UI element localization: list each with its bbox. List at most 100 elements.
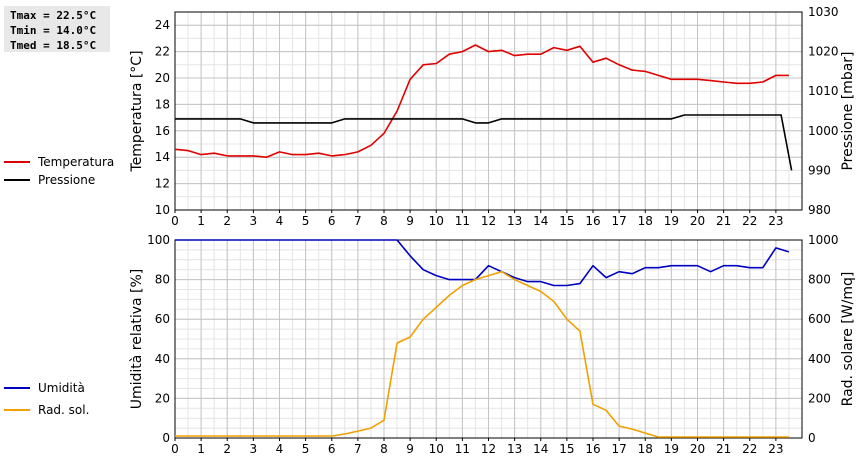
y-tick-label: 24 bbox=[155, 18, 170, 32]
legend-swatch bbox=[4, 409, 30, 411]
x-tick-label: 3 bbox=[250, 442, 258, 456]
y-tick-label: 12 bbox=[155, 177, 170, 191]
y2-tick-label: 0 bbox=[808, 431, 816, 445]
y-axis-title: Temperatura [°C] bbox=[129, 50, 145, 172]
x-tick-label: 23 bbox=[768, 214, 783, 228]
y-tick-label: 40 bbox=[155, 352, 170, 366]
legend-swatch bbox=[4, 161, 30, 163]
chart-panel-0: 0 1 2 3 4 5 6 7 8 9 10 11 12 13 14 15 16 17 18 19 20 21 22 2310… bbox=[129, 5, 856, 228]
legend-item-pressione: Pressione bbox=[4, 171, 95, 189]
x-tick-label: 5 bbox=[302, 214, 310, 228]
x-tick-label: 18 bbox=[638, 214, 653, 228]
legend-label: Temperatura bbox=[38, 155, 115, 169]
y-tick-label: 10 bbox=[155, 203, 170, 217]
x-tick-label: 0 bbox=[171, 442, 179, 456]
y2-tick-label: 1010 bbox=[808, 84, 839, 98]
legend-item-umidita: Umidità bbox=[4, 379, 85, 397]
x-tick-label: 3 bbox=[250, 214, 258, 228]
y2-tick-label: 200 bbox=[808, 391, 831, 405]
y-tick-label: 100 bbox=[147, 233, 170, 247]
stat-tmin: Tmin = 14.0°C bbox=[10, 24, 97, 37]
y2-axis-title: Rad. solare [W/mq] bbox=[840, 272, 856, 407]
x-tick-label: 13 bbox=[507, 442, 522, 456]
y-tick-label: 20 bbox=[155, 71, 170, 85]
series-line-1-1 bbox=[175, 270, 789, 438]
legend-swatch bbox=[4, 387, 30, 389]
y-tick-label: 18 bbox=[155, 97, 170, 111]
legend-item-rad-sol: Rad. sol. bbox=[4, 401, 89, 419]
y2-tick-label: 1030 bbox=[808, 5, 839, 19]
x-tick-label: 9 bbox=[406, 442, 414, 456]
x-tick-label: 7 bbox=[354, 214, 362, 228]
x-tick-label: 4 bbox=[276, 214, 284, 228]
x-tick-label: 7 bbox=[354, 442, 362, 456]
x-tick-label: 0 bbox=[171, 214, 179, 228]
y2-tick-label: 1020 bbox=[808, 45, 839, 59]
x-tick-label: 15 bbox=[559, 442, 574, 456]
x-tick-label: 17 bbox=[611, 214, 626, 228]
x-tick-label: 21 bbox=[716, 442, 731, 456]
y2-tick-label: 990 bbox=[808, 163, 831, 177]
x-tick-label: 14 bbox=[533, 214, 548, 228]
y-tick-label: 16 bbox=[155, 124, 170, 138]
x-tick-label: 10 bbox=[429, 442, 444, 456]
x-tick-label: 16 bbox=[585, 442, 600, 456]
y-tick-label: 20 bbox=[155, 391, 170, 405]
x-tick-label: 14 bbox=[533, 442, 548, 456]
y-tick-label: 0 bbox=[162, 431, 170, 445]
y2-axis-title: Pressione [mbar] bbox=[840, 51, 856, 170]
chart-panel-1: 0 1 2 3 4 5 6 7 8 9 10 11 12 13 14 15 16 17 18 19 20 21 22 2302… bbox=[129, 233, 856, 456]
x-tick-label: 9 bbox=[406, 214, 414, 228]
legend-item-temperatura: Temperatura bbox=[4, 153, 114, 171]
x-tick-label: 8 bbox=[380, 442, 388, 456]
x-tick-label: 6 bbox=[328, 214, 336, 228]
x-tick-label: 2 bbox=[223, 214, 231, 228]
series-line-0-1 bbox=[175, 114, 793, 171]
x-tick-label: 21 bbox=[716, 214, 731, 228]
x-tick-label: 10 bbox=[429, 214, 444, 228]
x-tick-label: 12 bbox=[481, 214, 496, 228]
x-tick-label: 22 bbox=[742, 442, 757, 456]
y-tick-label: 22 bbox=[155, 45, 170, 59]
y-axis-title: Umidità relativa [%] bbox=[129, 269, 145, 410]
y-tick-label: 80 bbox=[155, 273, 170, 287]
y2-tick-label: 600 bbox=[808, 312, 831, 326]
x-tick-label: 8 bbox=[380, 214, 388, 228]
x-tick-label: 11 bbox=[455, 442, 470, 456]
legend-label: Umidità bbox=[38, 381, 85, 395]
x-tick-label: 2 bbox=[223, 442, 231, 456]
x-tick-label: 1 bbox=[197, 442, 205, 456]
y2-tick-label: 800 bbox=[808, 273, 831, 287]
x-tick-label: 19 bbox=[664, 442, 679, 456]
x-tick-label: 11 bbox=[455, 214, 470, 228]
x-tick-label: 13 bbox=[507, 214, 522, 228]
x-tick-label: 17 bbox=[611, 442, 626, 456]
y2-tick-label: 400 bbox=[808, 352, 831, 366]
x-tick-label: 20 bbox=[690, 442, 705, 456]
legend-swatch bbox=[4, 179, 30, 181]
y2-tick-label: 1000 bbox=[808, 124, 839, 138]
x-tick-label: 4 bbox=[276, 442, 284, 456]
legend-label: Pressione bbox=[38, 173, 96, 187]
y2-tick-label: 1000 bbox=[808, 233, 839, 247]
legend-label: Rad. sol. bbox=[38, 403, 90, 417]
x-tick-label: 6 bbox=[328, 442, 336, 456]
x-tick-label: 12 bbox=[481, 442, 496, 456]
x-tick-label: 19 bbox=[664, 214, 679, 228]
x-tick-label: 22 bbox=[742, 214, 757, 228]
x-tick-label: 23 bbox=[768, 442, 783, 456]
y2-tick-label: 980 bbox=[808, 203, 831, 217]
y-tick-label: 60 bbox=[155, 312, 170, 326]
x-tick-label: 15 bbox=[559, 214, 574, 228]
stat-tmed: Tmed = 18.5°C bbox=[10, 39, 97, 52]
series-line-0-0 bbox=[174, 44, 789, 158]
x-tick-label: 20 bbox=[690, 214, 705, 228]
x-tick-label: 1 bbox=[197, 214, 205, 228]
series-line-1-0 bbox=[175, 239, 790, 287]
stats-box: Tmax = 22.5°C Tmin = 14.0°C Tmed = 18.5°… bbox=[4, 6, 110, 52]
x-tick-label: 5 bbox=[302, 442, 310, 456]
stat-tmax: Tmax = 22.5°C bbox=[10, 9, 97, 22]
x-tick-label: 16 bbox=[585, 214, 600, 228]
x-tick-label: 18 bbox=[638, 442, 653, 456]
